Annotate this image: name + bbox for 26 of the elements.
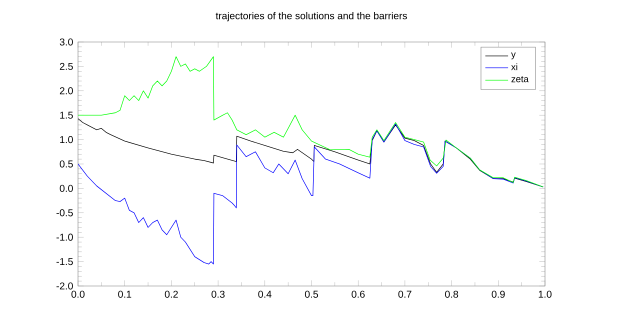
legend-label: xi (511, 63, 518, 70)
chart-title: trajectories of the solutions and the barriers (216, 12, 407, 22)
x-tick-label: 1.0 (538, 290, 552, 298)
x-tick-label: 0.3 (212, 290, 225, 298)
y-tick-label: 0.0 (60, 184, 73, 192)
y-tick-label: -2.0 (56, 282, 73, 290)
y-tick-label: 1.0 (60, 136, 73, 144)
x-tick-label: 0.9 (492, 290, 505, 298)
y-tick-label: 2.0 (60, 87, 73, 94)
y-tick-label: -1.5 (56, 258, 73, 266)
y-tick-label: 1.5 (60, 112, 73, 119)
x-tick-label: 0.0 (71, 290, 85, 298)
x-tick-label: 0.5 (304, 290, 318, 298)
y-tick-label: 0.5 (60, 160, 73, 168)
x-tick-label: 0.1 (118, 290, 132, 298)
y-tick-label: -1.0 (56, 234, 73, 241)
x-tick-label: 0.8 (445, 290, 458, 298)
x-tick-label: 0.2 (164, 290, 178, 298)
y-tick-label: 3.0 (60, 38, 73, 46)
x-tick-label: 0.7 (398, 290, 412, 298)
y-tick-label: -0.5 (56, 209, 73, 216)
legend-label: zeta (511, 76, 529, 82)
x-tick-label: 0.4 (258, 290, 272, 298)
x-tick-label: 0.6 (352, 290, 365, 298)
legend-label: y (511, 52, 516, 60)
y-tick-label: 2.5 (60, 62, 73, 70)
